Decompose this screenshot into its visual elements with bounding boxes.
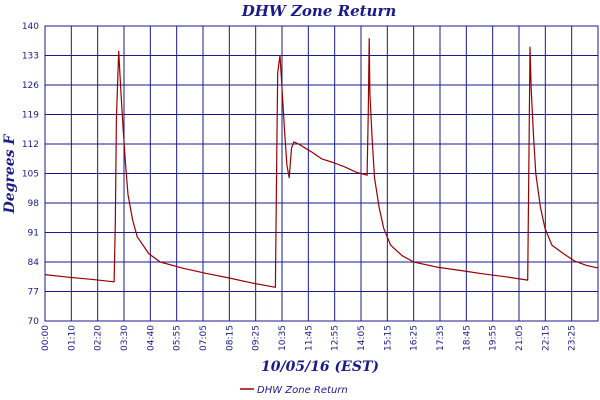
x-tick-label: 22:15 — [541, 325, 551, 351]
plot-frame — [44, 25, 599, 322]
y-tick-labels: 70 77 84 91 98 105 112 119 126 133 140 — [22, 22, 39, 327]
x-tick-label: 01:10 — [67, 325, 77, 351]
x-tick-label: 00:00 — [41, 325, 51, 351]
x-tick-label: 05:55 — [173, 325, 183, 351]
y-tick-label: 119 — [22, 111, 39, 121]
y-tick-label: 91 — [28, 229, 39, 239]
x-tick-label: 11:45 — [304, 325, 314, 351]
x-tick-label: 02:20 — [94, 325, 104, 351]
y-tick-label: 105 — [22, 170, 39, 180]
x-tick-label: 12:55 — [331, 325, 341, 351]
x-tick-label: 17:35 — [436, 325, 446, 351]
chart-title: DHW Zone Return — [241, 2, 397, 20]
x-tick-label: 07:05 — [199, 325, 209, 351]
x-tick-label: 19:55 — [489, 325, 499, 351]
y-tick-label: 140 — [22, 22, 39, 32]
legend-label: DHW Zone Return — [257, 385, 348, 396]
y-tick-label: 98 — [28, 199, 40, 209]
x-tick-label: 03:30 — [120, 325, 130, 351]
x-tick-label: 08:15 — [225, 325, 235, 351]
x-tick-label: 21:05 — [515, 325, 525, 351]
x-tick-labels: 00:00 01:10 02:20 03:30 04:40 05:55 07:05 08:15… — [41, 325, 578, 351]
x-tick-label: 04:40 — [146, 325, 156, 351]
x-tick-label: 18:45 — [462, 325, 472, 351]
series-layer — [44, 37, 599, 288]
y-tick-label: 77 — [28, 288, 39, 298]
x-tick-label: 14:05 — [357, 325, 367, 351]
x-tick-label: 16:25 — [410, 325, 420, 351]
x-tick-label: 15:15 — [383, 325, 393, 351]
legend: DHW Zone Return — [240, 385, 348, 396]
y-tick-label: 70 — [28, 317, 40, 327]
y-tick-label: 126 — [22, 81, 39, 91]
series-line — [44, 37, 599, 288]
y-tick-label: 133 — [22, 52, 39, 62]
y-axis-label: Degrees F — [2, 134, 18, 215]
x-tick-label: 10:35 — [278, 325, 288, 351]
x-tick-label: 09:25 — [252, 325, 262, 351]
y-tick-label: 84 — [28, 258, 40, 268]
x-tick-label: 23:25 — [568, 325, 578, 351]
x-axis-label: 10/05/16 (EST) — [261, 359, 379, 375]
y-tick-label: 112 — [22, 140, 39, 150]
